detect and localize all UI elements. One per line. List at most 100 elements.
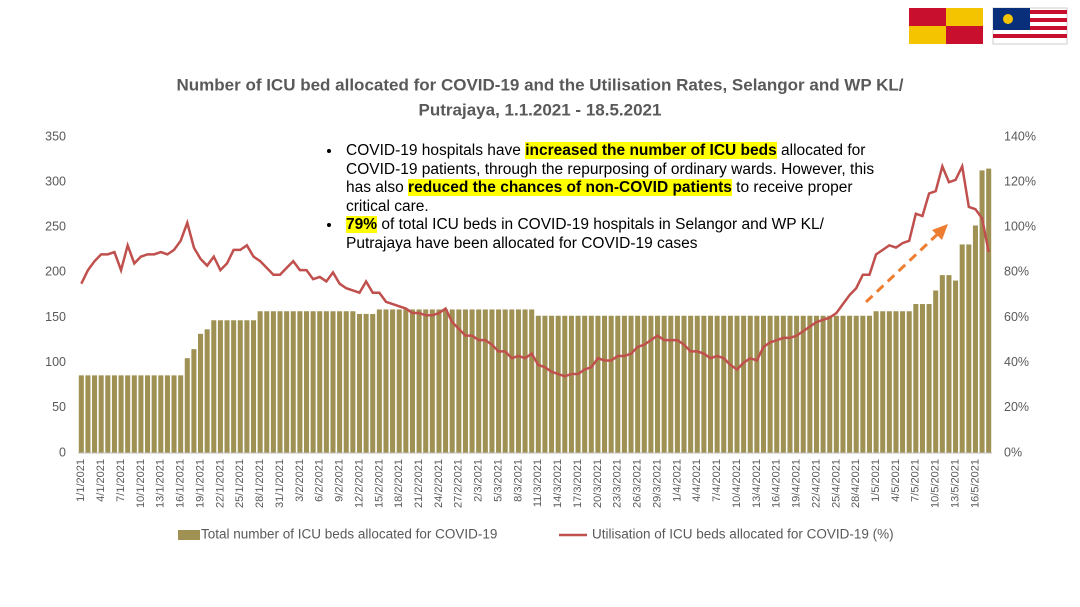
x-tick-label: 1/5/2021	[870, 459, 882, 502]
bar	[164, 375, 170, 453]
bar	[919, 304, 925, 453]
bar	[807, 315, 813, 453]
x-tick-label: 16/1/2021	[175, 459, 187, 508]
x-tick-label: 7/4/2021	[711, 459, 723, 502]
bar	[741, 315, 747, 453]
bar	[277, 311, 283, 453]
bar	[78, 375, 84, 453]
bar	[284, 311, 290, 453]
bar	[184, 358, 190, 453]
y2-tick-label: 0%	[1004, 445, 1022, 459]
bar	[840, 315, 846, 453]
bar	[436, 309, 442, 453]
bullet: COVID-19 hospitals have increased the nu…	[342, 142, 878, 216]
bar	[92, 375, 98, 453]
bar	[648, 315, 654, 453]
x-tick-label: 7/5/2021	[910, 459, 922, 502]
bar	[250, 320, 257, 453]
bar	[105, 375, 111, 453]
x-tick-label: 25/1/2021	[234, 459, 246, 508]
y2-tick-label: 120%	[1004, 174, 1036, 188]
legend-label: Utilisation of ICU beds allocated for CO…	[592, 527, 894, 542]
bar	[290, 311, 296, 453]
x-tick-label: 18/2/2021	[393, 459, 405, 508]
trend-arrow	[864, 226, 946, 304]
bar	[588, 315, 594, 453]
bar	[734, 315, 740, 453]
bar	[972, 225, 978, 453]
y2-tick-label: 40%	[1004, 355, 1029, 369]
x-tick-label: 5/3/2021	[492, 459, 504, 502]
bar	[727, 315, 733, 453]
bar	[721, 315, 727, 453]
bar	[429, 309, 435, 453]
bar	[939, 275, 945, 453]
x-tick-label: 22/1/2021	[214, 459, 226, 508]
annotation: COVID-19 hospitals have increased the nu…	[318, 142, 878, 253]
bar	[767, 315, 773, 453]
bar	[211, 320, 217, 453]
bar	[794, 315, 800, 453]
bar	[522, 309, 528, 453]
bar	[443, 309, 449, 453]
bar	[886, 311, 892, 453]
bar	[476, 309, 482, 453]
flag-part	[946, 26, 983, 44]
x-tick-label: 16/5/2021	[969, 459, 981, 508]
x-tick-label: 13/5/2021	[949, 459, 961, 508]
bar	[847, 315, 853, 453]
bar	[946, 275, 952, 453]
bullet: 79% of total ICU beds in COVID-19 hospit…	[342, 216, 878, 253]
legend-label: Total number of ICU beds allocated for C…	[201, 527, 497, 542]
bar	[145, 375, 151, 453]
bar	[515, 309, 521, 453]
bar	[595, 315, 601, 453]
highlight-text: 79%	[346, 216, 378, 233]
bar	[827, 315, 833, 453]
annotation-text: COVID-19 hospitals have	[346, 142, 526, 159]
flag-part	[993, 34, 1067, 38]
bar	[820, 315, 826, 453]
bar	[833, 315, 839, 453]
bar	[376, 309, 382, 453]
bar	[85, 375, 91, 453]
bar	[409, 309, 415, 453]
bar	[760, 315, 767, 453]
x-tick-label: 11/3/2021	[532, 459, 544, 507]
bar	[224, 320, 230, 453]
bar	[913, 304, 919, 453]
bar	[456, 309, 462, 453]
bar	[423, 309, 429, 453]
bar	[131, 375, 137, 453]
bar	[966, 244, 972, 453]
flag-selangor	[909, 8, 946, 26]
bar	[602, 315, 608, 453]
x-tick-label: 8/3/2021	[512, 459, 524, 502]
arrow-head	[932, 224, 948, 240]
bar	[317, 311, 323, 453]
bar	[303, 311, 310, 453]
y2-tick-label: 140%	[1004, 129, 1036, 143]
bar	[496, 309, 502, 453]
y-tick-label: 0	[59, 445, 66, 459]
bar	[694, 315, 700, 453]
bar	[198, 333, 204, 453]
bar	[350, 311, 356, 453]
bar	[264, 311, 270, 453]
x-tick-label: 17/3/2021	[572, 459, 584, 508]
bar	[257, 311, 263, 453]
bar	[217, 320, 223, 453]
bar	[688, 315, 694, 453]
bar	[310, 311, 316, 453]
annotation-text: allocated for COVID-19 patients, through…	[346, 142, 875, 196]
x-tick-label: 4/5/2021	[890, 459, 902, 502]
bar	[403, 309, 409, 453]
bar	[482, 309, 488, 453]
bar	[979, 170, 985, 454]
x-tick-label: 28/1/2021	[254, 459, 266, 508]
bar	[615, 315, 621, 453]
x-tick-label: 13/4/2021	[751, 459, 763, 508]
bar	[747, 315, 753, 453]
bar	[138, 375, 144, 453]
bar	[582, 315, 588, 453]
